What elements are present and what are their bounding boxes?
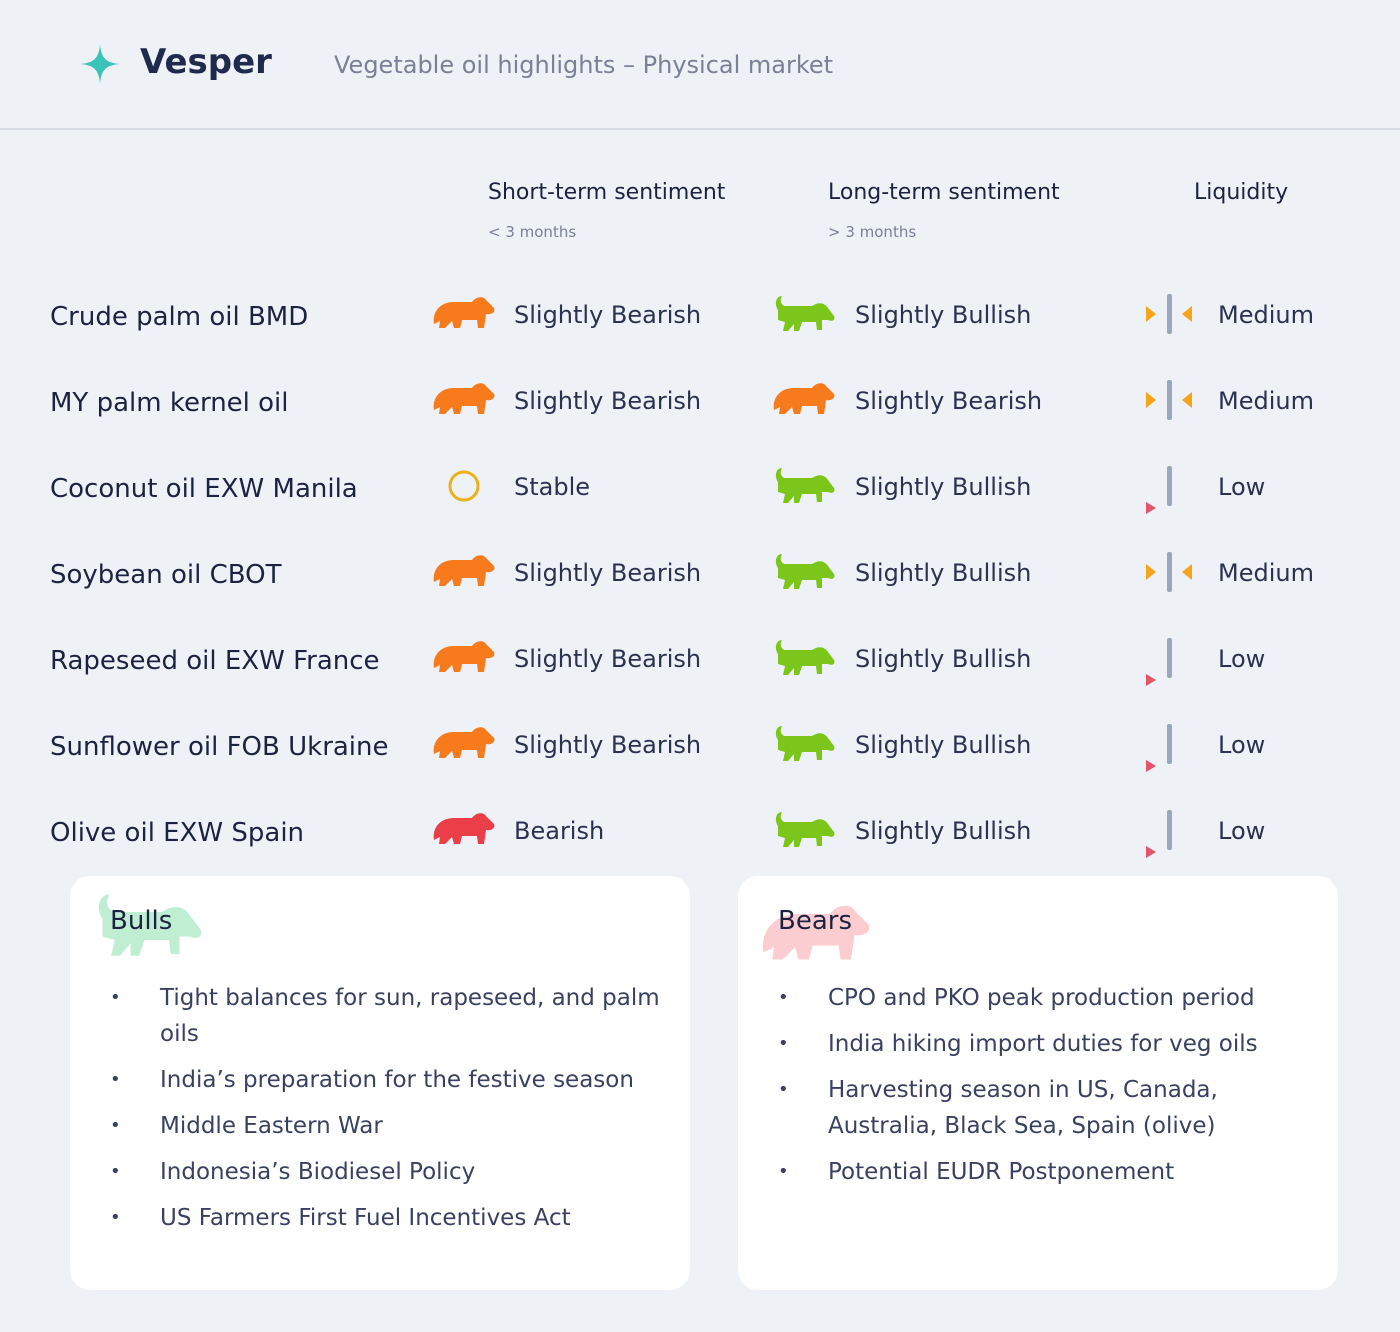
liquidity-label: Low xyxy=(1218,473,1266,501)
sentiment-label: Slightly Bearish xyxy=(514,387,702,415)
liquidity-label: Low xyxy=(1218,817,1266,845)
list-item: Tight balances for sun, rapeseed, and pa… xyxy=(70,980,660,1052)
liquidity-icon xyxy=(1142,638,1196,692)
liquidity-label: Low xyxy=(1218,645,1266,673)
sentiment-icon xyxy=(432,294,496,338)
sentiment-icon xyxy=(432,466,496,510)
liquidity-label: Medium xyxy=(1218,559,1314,587)
header: Vesper Vegetable oil highlights – Physic… xyxy=(0,0,1400,130)
column-note: > 3 months xyxy=(828,223,917,241)
sentiment-label: Slightly Bearish xyxy=(514,559,702,587)
sentiment-label: Bearish xyxy=(514,817,605,845)
liquidity-icon xyxy=(1142,466,1196,520)
column-title: Long-term sentiment xyxy=(828,180,1060,205)
sentiment-label: Slightly Bearish xyxy=(514,301,702,329)
list-item: India’s preparation for the festive seas… xyxy=(70,1062,660,1098)
sentiment-label: Slightly Bearish xyxy=(855,387,1043,415)
bulls-card: Bulls Tight balances for sun, rapeseed, … xyxy=(70,876,690,1290)
sentiment-label: Stable xyxy=(514,473,591,501)
brand: Vesper xyxy=(140,42,272,82)
bears-card: Bears CPO and PKO peak production period… xyxy=(738,876,1338,1290)
liquidity-icon xyxy=(1142,294,1196,348)
sentiment-icon xyxy=(772,638,836,682)
sentiment-label: Slightly Bullish xyxy=(855,731,1032,759)
sentiment-label: Slightly Bullish xyxy=(855,473,1032,501)
commodity-name: Sunflower oil FOB Ukraine xyxy=(50,732,389,762)
list: Tight balances for sun, rapeseed, and pa… xyxy=(70,980,660,1246)
sentiment-icon xyxy=(432,724,496,768)
list-item: CPO and PKO peak production period xyxy=(738,980,1258,1016)
card-title: Bears xyxy=(778,906,853,936)
liquidity-icon xyxy=(1142,810,1196,864)
sentiment-icon xyxy=(432,380,496,424)
sentiment-label: Slightly Bearish xyxy=(514,731,702,759)
liquidity-icon xyxy=(1142,552,1196,606)
commodity-name: Rapeseed oil EXW France xyxy=(50,646,380,676)
list-item: India hiking import duties for veg oils xyxy=(738,1026,1258,1062)
sentiment-label: Slightly Bullish xyxy=(855,559,1032,587)
commodity-name: Coconut oil EXW Manila xyxy=(50,474,358,504)
sentiment-label: Slightly Bullish xyxy=(855,645,1032,673)
column-title: Short-term sentiment xyxy=(488,180,726,205)
sentiment-icon xyxy=(772,466,836,510)
sentiment-icon xyxy=(432,552,496,596)
commodity-name: Soybean oil CBOT xyxy=(50,560,282,590)
liquidity-icon xyxy=(1142,724,1196,778)
list: CPO and PKO peak production period India … xyxy=(738,980,1258,1200)
list-item: Middle Eastern War xyxy=(70,1108,660,1144)
liquidity-label: Medium xyxy=(1218,387,1314,415)
liquidity-label: Low xyxy=(1218,731,1266,759)
commodity-name: Olive oil EXW Spain xyxy=(50,818,305,848)
liquidity-label: Medium xyxy=(1218,301,1314,329)
commodity-name: Crude palm oil BMD xyxy=(50,302,309,332)
list-item: Potential EUDR Postponement xyxy=(738,1154,1258,1190)
list-item: Indonesia’s Biodiesel Policy xyxy=(70,1154,660,1190)
sentiment-label: Slightly Bearish xyxy=(514,645,702,673)
sentiment-label: Slightly Bullish xyxy=(855,301,1032,329)
column-title: Liquidity xyxy=(1194,180,1289,205)
subtitle: Vegetable oil highlights – Physical mark… xyxy=(334,51,834,79)
commodity-name: MY palm kernel oil xyxy=(50,388,289,418)
column-note: < 3 months xyxy=(488,223,577,241)
sentiment-icon xyxy=(772,380,836,424)
sentiment-icon xyxy=(772,552,836,596)
card-title: Bulls xyxy=(110,906,173,936)
sentiment-icon xyxy=(432,810,496,854)
list-item: Harvesting season in US, Canada, Austral… xyxy=(738,1072,1258,1144)
logo xyxy=(80,44,120,84)
sentiment-icon xyxy=(772,294,836,338)
liquidity-icon xyxy=(1142,380,1196,434)
sentiment-icon xyxy=(772,724,836,768)
sentiment-icon xyxy=(772,810,836,854)
sentiment-label: Slightly Bullish xyxy=(855,817,1032,845)
list-item: US Farmers First Fuel Incentives Act xyxy=(70,1200,660,1236)
sentiment-icon xyxy=(432,638,496,682)
